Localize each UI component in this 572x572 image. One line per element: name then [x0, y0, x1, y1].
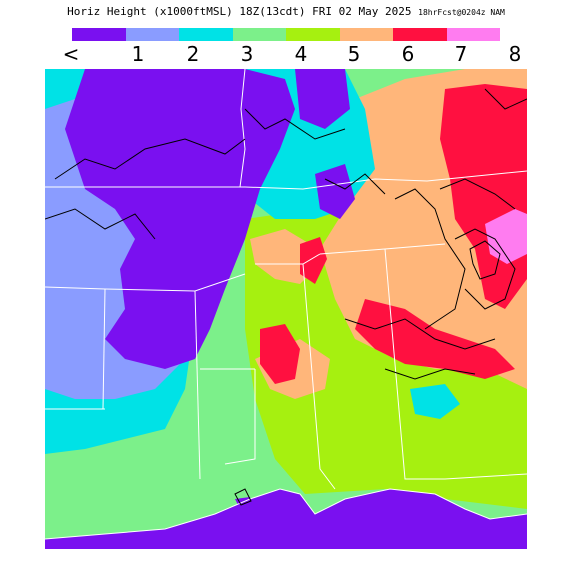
contours: [45, 88, 527, 506]
legend-swatch-1: [125, 28, 179, 41]
boundary-ok-tx: [45, 273, 246, 292]
contour-5: [394, 188, 466, 330]
legend-label-4: 4: [294, 42, 308, 66]
boundary-tx-panhandle: [102, 288, 106, 410]
contour-3: [244, 108, 346, 140]
legend-label-7: 7: [454, 42, 468, 66]
field-5k-center: [250, 229, 315, 284]
contour-8: [469, 240, 501, 280]
field-6k-west: [260, 324, 300, 384]
coastline: [45, 488, 527, 540]
legend-label-0: <: [62, 42, 80, 66]
boundary-tx-la: [194, 290, 201, 480]
field-6k-center: [300, 237, 327, 284]
boundary-ms-al: [302, 263, 336, 490]
legend-labels: < 1 2 3 4 5 6 7 8: [45, 42, 527, 66]
legend-label-5: 5: [347, 42, 361, 66]
legend-label-1: 1: [131, 42, 145, 66]
contour-10: [384, 368, 476, 380]
legend-swatch-6: [393, 28, 447, 41]
boundary-al-ga: [384, 248, 527, 480]
title-main: Horiz Height (x1000ftMSL) 18Z(13cdt) FRI…: [67, 5, 412, 18]
contour-6: [439, 178, 516, 210]
map-title: Horiz Height (x1000ftMSL) 18Z(13cdt) FRI…: [0, 5, 572, 18]
map-canvas: [45, 69, 527, 549]
title-forecast: 18hrFcst@0204z NAM: [418, 8, 505, 17]
contour-11: [484, 88, 527, 110]
boundary-ms-la: [224, 369, 256, 465]
legend-swatch-2: [179, 28, 233, 41]
contour-2: [45, 208, 156, 240]
legend-swatch-0: [72, 28, 126, 41]
contour-12: [234, 488, 252, 506]
legend-label-6: 6: [401, 42, 415, 66]
field-2k-patch: [410, 384, 460, 419]
legend-swatch-3: [232, 28, 286, 41]
legend-label-3: 3: [240, 42, 254, 66]
contour-7: [454, 228, 516, 310]
legend-swatch-5: [339, 28, 393, 41]
contour-1: [54, 138, 246, 180]
legend-swatch-4: [286, 28, 340, 41]
legend-label-2: 2: [186, 42, 200, 66]
legend-label-8: 8: [508, 42, 522, 66]
state-boundaries: [45, 69, 527, 490]
field-below-1k-center: [315, 164, 355, 219]
legend-swatch-7: [446, 28, 500, 41]
contour-9: [344, 318, 496, 350]
color-legend: [72, 28, 500, 41]
boundary-mo-ar-river: [239, 69, 246, 188]
contour-4: [324, 173, 386, 195]
field-below-1k-north: [295, 69, 350, 129]
gulf-water: [45, 489, 527, 549]
forecast-map: [45, 69, 527, 549]
boundary-tn-ky: [244, 170, 527, 190]
